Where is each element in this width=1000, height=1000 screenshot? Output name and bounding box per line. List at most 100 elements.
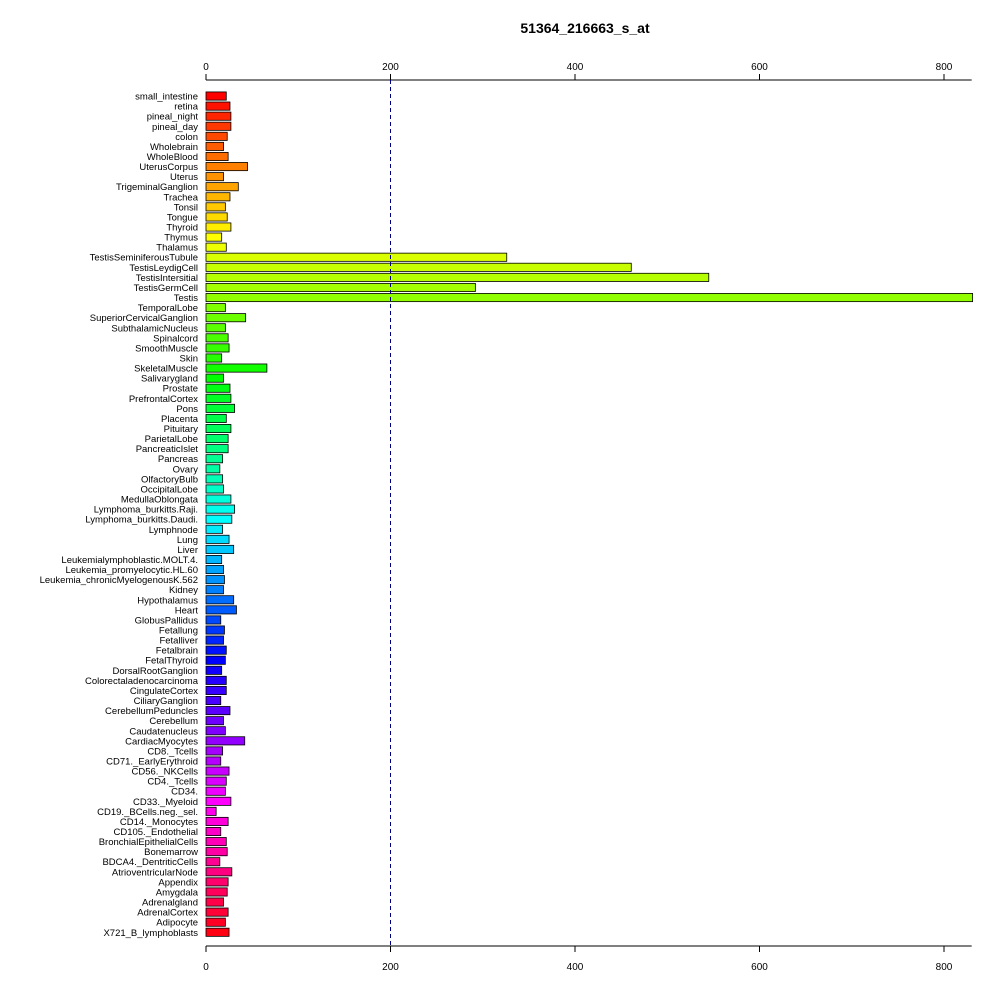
category-label: Lymphnode (149, 525, 198, 536)
category-label: Uterus (170, 172, 198, 183)
bar (205, 625, 225, 635)
bar (205, 766, 230, 776)
bar (205, 837, 227, 847)
category-label: CerebellumPeduncles (105, 706, 198, 717)
x-tick-label-top: 0 (203, 62, 209, 73)
bar (205, 615, 222, 625)
bar (205, 847, 228, 857)
category-label: Adrenalgland (142, 898, 198, 909)
category-label: Fetalbrain (156, 646, 198, 657)
bar (205, 867, 233, 877)
bar (205, 827, 222, 837)
category-label: FetalThyroid (145, 656, 198, 667)
bar (205, 393, 232, 403)
category-label: Colorectaladenocarcinoma (85, 676, 199, 687)
category-label: CD14._Monocytes (120, 817, 198, 828)
category-label: CD105._Endothelial (113, 827, 198, 838)
bar (205, 172, 224, 182)
bar (205, 464, 221, 474)
category-label: CD71._EarlyErythroid (106, 756, 198, 767)
bar (205, 363, 268, 373)
category-label: Lung (177, 535, 198, 546)
bar (205, 575, 225, 585)
category-label: Leukemia_promyelocytic.HL.60 (65, 565, 198, 576)
category-label: CingulateCortex (130, 686, 198, 697)
bar (205, 565, 224, 575)
category-label: ParietalLobe (145, 434, 198, 445)
category-label: TestisLeydigCell (129, 263, 198, 274)
bar (205, 514, 233, 524)
bar (205, 413, 227, 423)
category-label: Pancreas (158, 454, 198, 465)
bar (205, 313, 247, 323)
category-label: CD4._Tcells (147, 777, 198, 788)
category-label: AdrenalCortex (137, 908, 198, 919)
bar (205, 303, 226, 313)
bar (205, 877, 229, 887)
x-tick-label-bottom: 200 (382, 962, 399, 973)
category-label: TrigeminalGanglion (116, 182, 198, 193)
bar (205, 282, 476, 292)
category-label: MedullaOblongata (121, 495, 199, 506)
category-label: PrefrontalCortex (129, 394, 198, 405)
x-tick-label-bottom: 0 (203, 962, 209, 973)
bar (205, 222, 232, 232)
bar (205, 806, 217, 816)
category-label: Fetalliver (159, 636, 198, 647)
category-label: Hypothalamus (137, 595, 198, 606)
x-tick-label-bottom: 600 (751, 962, 768, 973)
category-label: Tongue (167, 212, 198, 223)
bar (205, 907, 229, 917)
bar (205, 897, 224, 907)
bar (205, 101, 231, 111)
bar (205, 474, 224, 484)
bar (205, 605, 237, 615)
category-label: Leukemia_chronicMyelogenousK.562 (40, 575, 198, 586)
category-label: pineal_night (147, 112, 199, 123)
category-label: Thymus (164, 233, 198, 244)
bar (205, 585, 224, 595)
bar (205, 635, 224, 645)
category-label: Amygdala (156, 887, 199, 898)
bar (205, 434, 229, 444)
category-label: TestisSeminiferousTubule (90, 253, 198, 264)
bar (205, 293, 973, 303)
category-label: colon (175, 132, 198, 143)
bar (205, 111, 232, 121)
category-label: CD8._Tcells (147, 746, 198, 757)
category-label: small_intestine (135, 92, 198, 103)
category-label: TemporalLobe (138, 303, 198, 314)
bar (205, 655, 226, 665)
category-label: SkeletalMuscle (134, 364, 198, 375)
x-tick-label-bottom: 400 (567, 962, 584, 973)
x-tick-label-top: 800 (936, 62, 953, 73)
bar (205, 685, 227, 695)
category-label: Adipocyte (156, 918, 198, 929)
bar (205, 212, 228, 222)
bar (205, 494, 232, 504)
category-label: Heart (175, 605, 199, 616)
category-label: Kidney (169, 585, 198, 596)
bar (205, 403, 236, 413)
bar (205, 816, 229, 826)
category-label: TestisIntersitial (136, 273, 198, 284)
category-label: CD56._NKCells (131, 767, 198, 778)
bar (205, 595, 235, 605)
bar (205, 141, 224, 151)
category-label: Caudatenucleus (129, 726, 198, 737)
category-label: AtrioventricularNode (112, 867, 198, 878)
bar (205, 706, 231, 716)
category-label: UterusCorpus (139, 162, 198, 173)
category-label: Testis (174, 293, 199, 304)
bar (205, 534, 230, 544)
category-label: WholeBlood (147, 152, 198, 163)
bar (205, 151, 229, 161)
category-label: DorsalRootGanglion (112, 666, 198, 677)
category-label: Fetallung (159, 626, 198, 637)
category-label: Lymphoma_burkitts.Daudi. (85, 515, 198, 526)
category-label: Thyroid (166, 223, 198, 234)
category-label: pineal_day (152, 122, 198, 133)
category-label: BDCA4._DentriticCells (102, 857, 198, 868)
category-label: Salivarygland (141, 374, 198, 385)
